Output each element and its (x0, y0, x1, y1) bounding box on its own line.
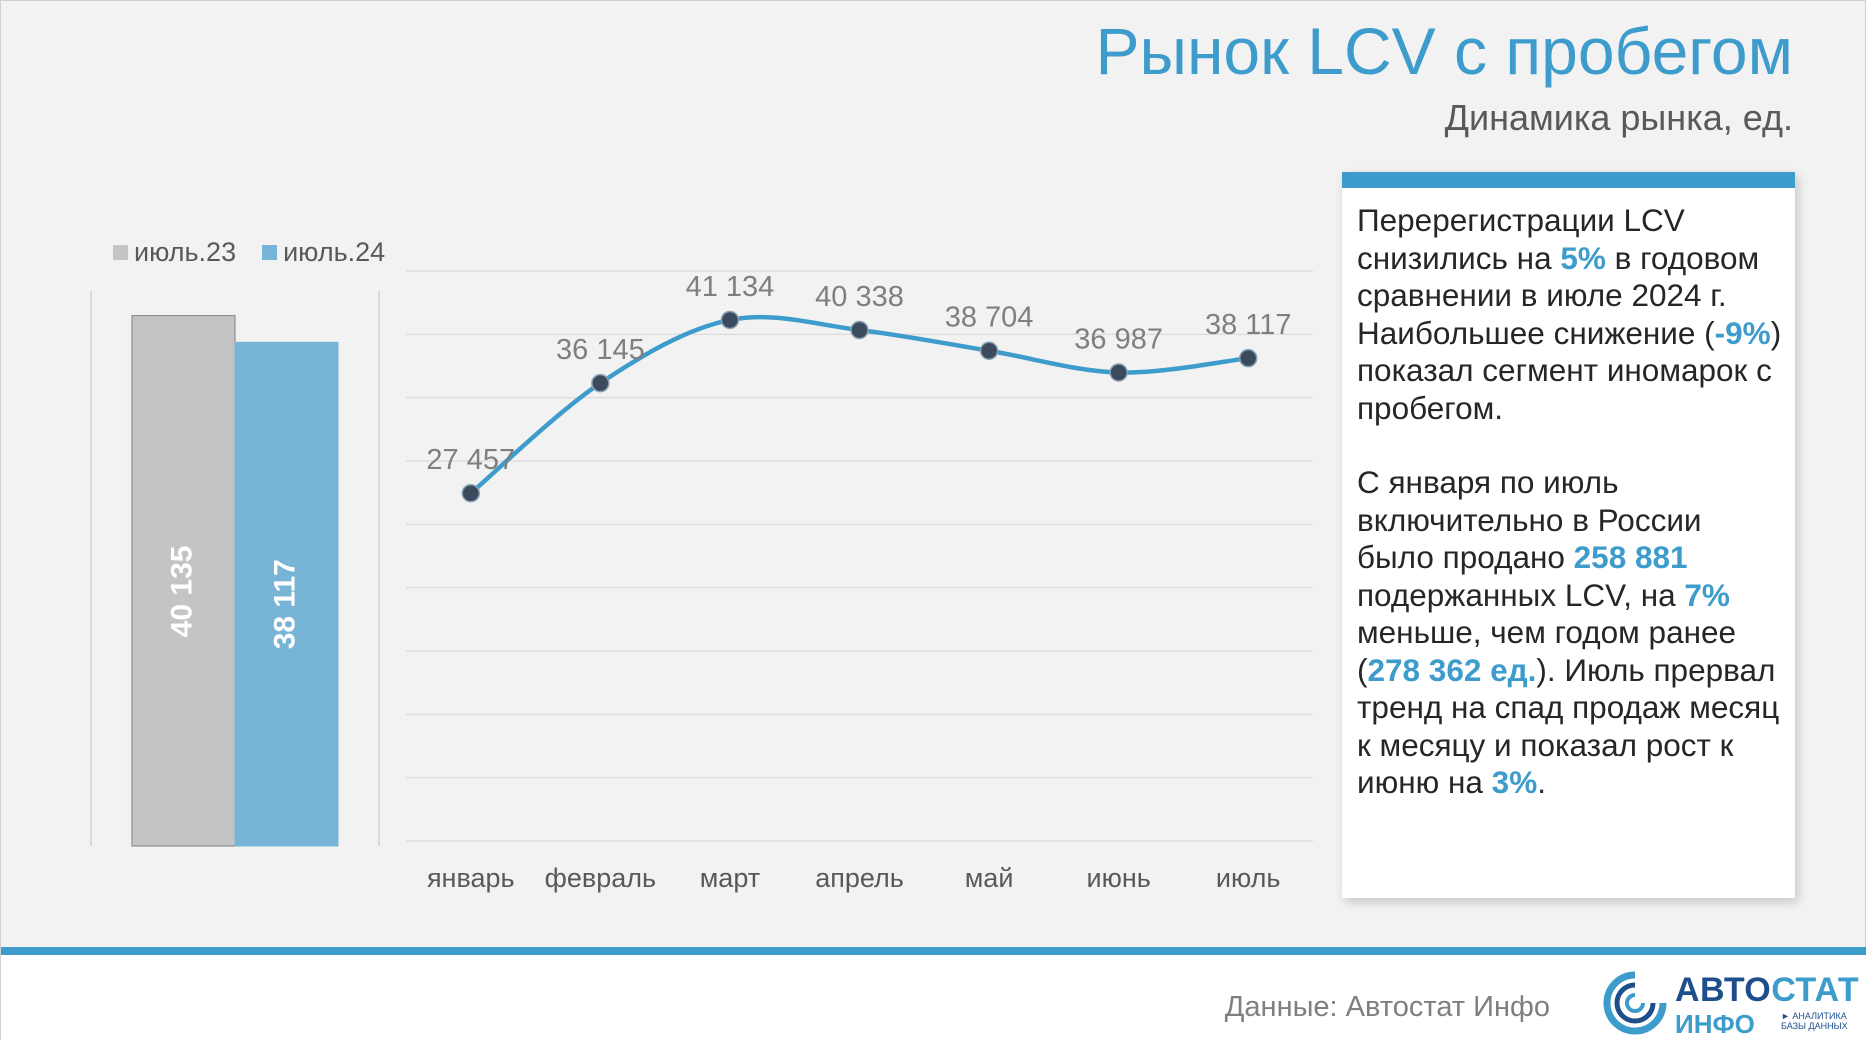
info-text-run: С января по июль включительно в России б… (1357, 464, 1702, 575)
data-label: 36 987 (1074, 323, 1163, 355)
info-text-run: ) показал сегмент иномарок с пробегом. (1357, 314, 1782, 426)
x-tick-label: июнь (1086, 863, 1150, 893)
data-point (720, 310, 740, 330)
info-text-run: Перерегистрации LCV снизились на (1357, 202, 1685, 276)
x-tick-label: июль (1216, 863, 1281, 893)
info-box-accent-bar (1342, 172, 1795, 188)
highlight-value: -9% (1714, 314, 1771, 351)
x-tick-label: апрель (815, 863, 904, 893)
footer-accent-band (1, 947, 1866, 955)
logo-tagline: ► АНАЛИТИКА БАЗЫ ДАННЫХ (1781, 1011, 1848, 1031)
page-title: Рынок LCV с пробегом (1095, 14, 1793, 88)
data-point (1238, 348, 1258, 368)
data-label: 38 704 (945, 302, 1034, 334)
page-subtitle: Динамика рынка, ед. (1444, 97, 1793, 138)
info-text-run: меньше, чем годом ранее ( (1357, 614, 1737, 688)
data-label: 40 338 (815, 281, 904, 313)
data-source: Данные: Автостат Инфо (1224, 991, 1550, 1023)
charts-area: 40 135 38 117 27 457 январь 36 145 февраль 41… (90, 270, 1313, 893)
info-text-run: подержанных LCV, на (1357, 576, 1685, 613)
bar-chart: 40 135 38 117 (90, 291, 380, 847)
data-label: 38 117 (1205, 309, 1292, 341)
x-tick-label: май (965, 863, 1014, 893)
highlight-value: 3% (1491, 764, 1538, 800)
logo-word-avto: АВТО (1675, 971, 1772, 1009)
info-text-run: в годовом сравнении в июле 2024 г. Наибо… (1357, 239, 1760, 351)
x-tick-label: февраль (545, 863, 656, 893)
autostat-logo: АВТОСТАТ ИНФО ► АНАЛИТИКА БАЗЫ ДАННЫХ (1601, 969, 1859, 1039)
data-point (1109, 363, 1128, 382)
data-point (979, 341, 999, 360)
logo-wordmark: АВТОСТАТ (1675, 971, 1859, 1010)
legend-item-2024: июль.24 (262, 237, 385, 268)
logo-word-stat: СТАТ (1771, 971, 1860, 1009)
data-point (591, 373, 610, 393)
bar-value-label: 38 117 (268, 559, 301, 649)
legend-item-2023: июль.23 (113, 237, 236, 268)
info-text-run: . (1537, 764, 1546, 800)
data-label: 27 457 (426, 444, 515, 476)
bar-2023 (131, 315, 236, 847)
line-chart: 27 457 январь 36 145 февраль 41 134 март 40 33… (406, 270, 1313, 893)
logo-swirl-icon (1603, 971, 1667, 1035)
x-tick-label: март (700, 863, 760, 893)
highlight-value: 278 362 ед. (1367, 651, 1537, 688)
info-paragraph-1: Перерегистрации LCV снизились на 5% в го… (1357, 202, 1785, 427)
bar-legend: июль.23 июль.24 (113, 237, 385, 268)
highlight-value: 5% (1560, 239, 1606, 276)
info-paragraph-2: С января по июль включительно в России б… (1357, 464, 1785, 802)
legend-label-2024: июль.24 (283, 237, 386, 267)
highlight-value: 258 881 (1573, 539, 1688, 575)
legend-swatch-2023 (113, 245, 128, 260)
data-label: 41 134 (686, 271, 775, 303)
data-point (850, 320, 869, 340)
x-tick-label: январь (427, 863, 515, 893)
bar-value-label: 40 135 (165, 546, 198, 638)
info-text: Перерегистрации LCV снизились на 5% в го… (1357, 202, 1785, 839)
data-point (461, 483, 481, 503)
logo-info: ИНФО (1675, 1009, 1755, 1039)
info-box: Перерегистрации LCV снизились на 5% в го… (1342, 172, 1795, 898)
highlight-value: 7% (1684, 576, 1730, 613)
data-label: 36 145 (556, 334, 645, 366)
bar-2024 (234, 341, 339, 847)
footer: Данные: Автостат Инфо АВТОСТАТ ИНФО ► АН… (1, 955, 1866, 1041)
legend-swatch-2024 (262, 245, 278, 260)
info-text-run: ). Июль прервал тренд на спад продаж мес… (1357, 651, 1780, 801)
legend-label-2023: июль.23 (134, 237, 237, 267)
